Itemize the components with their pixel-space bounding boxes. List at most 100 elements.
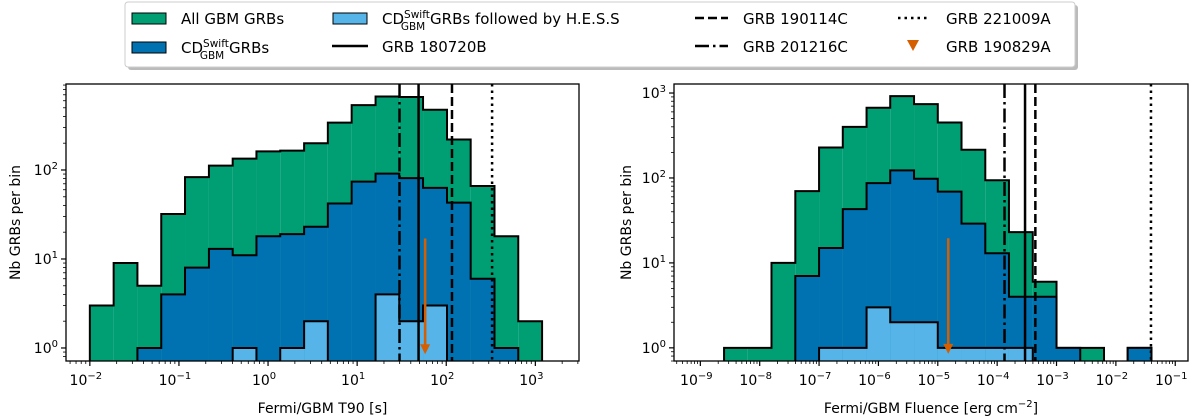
histogram-bar <box>470 278 495 361</box>
histogram-bar <box>351 181 376 361</box>
legend-marker-triangle-down <box>907 40 919 51</box>
histogram-bar <box>1008 296 1033 361</box>
x-tick-label: 100 <box>252 371 276 389</box>
histogram-bar <box>89 305 114 361</box>
histogram-bar <box>280 234 305 361</box>
histogram-bar <box>137 285 162 361</box>
x-tick-label: 101 <box>341 371 365 389</box>
y-tick-exponent: 1 <box>660 254 666 265</box>
histogram-outline <box>231 293 449 361</box>
y-tick-label: 103 <box>642 84 666 102</box>
histogram-bar <box>375 294 400 361</box>
x-tick-exponent: −2 <box>87 371 102 382</box>
legend: All GBM GRBs CDSwift GBM GRBs CDSwift GBM … <box>124 1 1078 70</box>
x-tick-label: 10−6 <box>858 371 891 389</box>
legend-label-cd-swift: CDSwift GBM GRBs <box>181 38 269 62</box>
histogram-bar <box>1127 347 1152 361</box>
x-tick-label: 10−1 <box>159 371 192 389</box>
x-tick-label: 10−2 <box>70 371 103 389</box>
histogram-outline <box>88 95 544 361</box>
x-tick-exponent: −6 <box>876 371 891 382</box>
y-axis-label: Nb GRBs per bin <box>8 165 24 280</box>
y-tick-exponent: 3 <box>660 84 666 95</box>
histogram-bar <box>795 276 820 361</box>
legend-swatch-hess <box>332 12 368 25</box>
x-axis-label: Fermi/GBM Fluence [erg cm−2] <box>824 399 1038 417</box>
x-tick-exponent: −7 <box>817 371 832 382</box>
x-tick-exponent: 0 <box>270 371 276 382</box>
histogram-outline <box>794 169 1153 361</box>
histogram-bar <box>819 247 843 361</box>
x-tick-label: 10−7 <box>799 371 832 389</box>
x-tick-exponent: −1 <box>1173 371 1188 382</box>
legend-label-grb221009a: GRB 221009A <box>946 10 1051 28</box>
histogram-bar <box>747 347 772 361</box>
y-tick-exponent: 1 <box>52 250 58 261</box>
y-tick-exponent: 2 <box>52 161 58 172</box>
y-tick-exponent: 0 <box>52 339 58 350</box>
x-tick-exponent: 3 <box>537 371 543 382</box>
y-tick-label: 100 <box>34 339 58 357</box>
x-tick-label: 103 <box>519 371 543 389</box>
histogram-bar <box>819 347 843 361</box>
histogram-bar <box>232 347 257 361</box>
x-tick-label: 10−4 <box>977 371 1010 389</box>
histogram-bar <box>256 236 281 361</box>
histogram-bar <box>161 294 186 361</box>
histogram-bar <box>1080 347 1105 361</box>
legend-label-grb190829a: GRB 190829A <box>946 38 1051 56</box>
x-tick-exponent: −8 <box>757 371 772 382</box>
histogram-bar <box>113 263 138 361</box>
x-tick-exponent: 1 <box>359 371 365 382</box>
x-tick-label: 10−9 <box>680 371 713 389</box>
x-tick-exponent: −5 <box>935 371 950 382</box>
x-axis-label: Fermi/GBM T90 [s] <box>258 401 388 417</box>
x-tick-label: 10−3 <box>1036 371 1069 389</box>
x-tick-label: 10−8 <box>739 371 772 389</box>
histogram-outline <box>723 95 1153 361</box>
histogram-bar <box>961 223 986 361</box>
y-tick-label: 102 <box>34 161 58 179</box>
histogram-bar <box>423 305 448 361</box>
y-tick-label: 100 <box>642 339 666 357</box>
histogram-outline <box>818 306 1034 361</box>
histogram-bar <box>890 170 915 361</box>
legend-label-grb180720b: GRB 180720B <box>382 38 487 56</box>
plot-area <box>88 84 544 361</box>
histogram-bar <box>914 322 938 361</box>
x-tick-exponent: −3 <box>1054 371 1069 382</box>
legend-label-all-gbm: All GBM GRBs <box>181 10 284 28</box>
y-tick-exponent: 0 <box>660 339 666 350</box>
histogram-bar <box>447 202 471 361</box>
histogram-bar <box>1032 296 1057 361</box>
y-tick-label: 101 <box>34 250 58 268</box>
y-axis-label: Nb GRBs per bin <box>619 165 635 280</box>
x-tick-exponent: −4 <box>995 371 1010 382</box>
y-tick-label: 102 <box>642 169 666 187</box>
histogram-bar <box>494 347 519 361</box>
panel-fluence: 10−9 10−8 10−7 10−6 10−5 10−4 10−3 1 0 −2 10−1 100 1… <box>619 83 1189 417</box>
legend-swatch-cd-swift <box>131 41 167 54</box>
histogram-bar <box>208 248 233 361</box>
histogram-bar <box>1008 347 1033 361</box>
arrow-grb190829a-head <box>943 343 954 354</box>
histogram-bar <box>937 347 962 361</box>
histogram-bar <box>399 321 424 361</box>
x-tick-exponent: 2 <box>448 371 454 382</box>
legend-label-grb201216c: GRB 201216C <box>743 38 848 56</box>
x-tick-label: 10−5 <box>918 371 951 389</box>
x-tick-exponent: −2 <box>1113 371 1128 382</box>
x-tick-exponent: −9 <box>698 371 713 382</box>
histogram-bar <box>724 347 748 361</box>
histogram-bar <box>185 267 209 361</box>
arrow-grb190829a-head <box>420 344 431 355</box>
histogram-bar <box>327 203 352 361</box>
histogram-bar <box>232 255 257 361</box>
histogram-bar <box>985 253 1009 361</box>
x-tick-exponent: −1 <box>176 371 191 382</box>
histogram-bar <box>842 347 867 361</box>
y-tick-label: 101 <box>642 254 666 272</box>
x-tick-label: 10−1 <box>1155 371 1188 389</box>
histogram-bar <box>399 178 424 361</box>
